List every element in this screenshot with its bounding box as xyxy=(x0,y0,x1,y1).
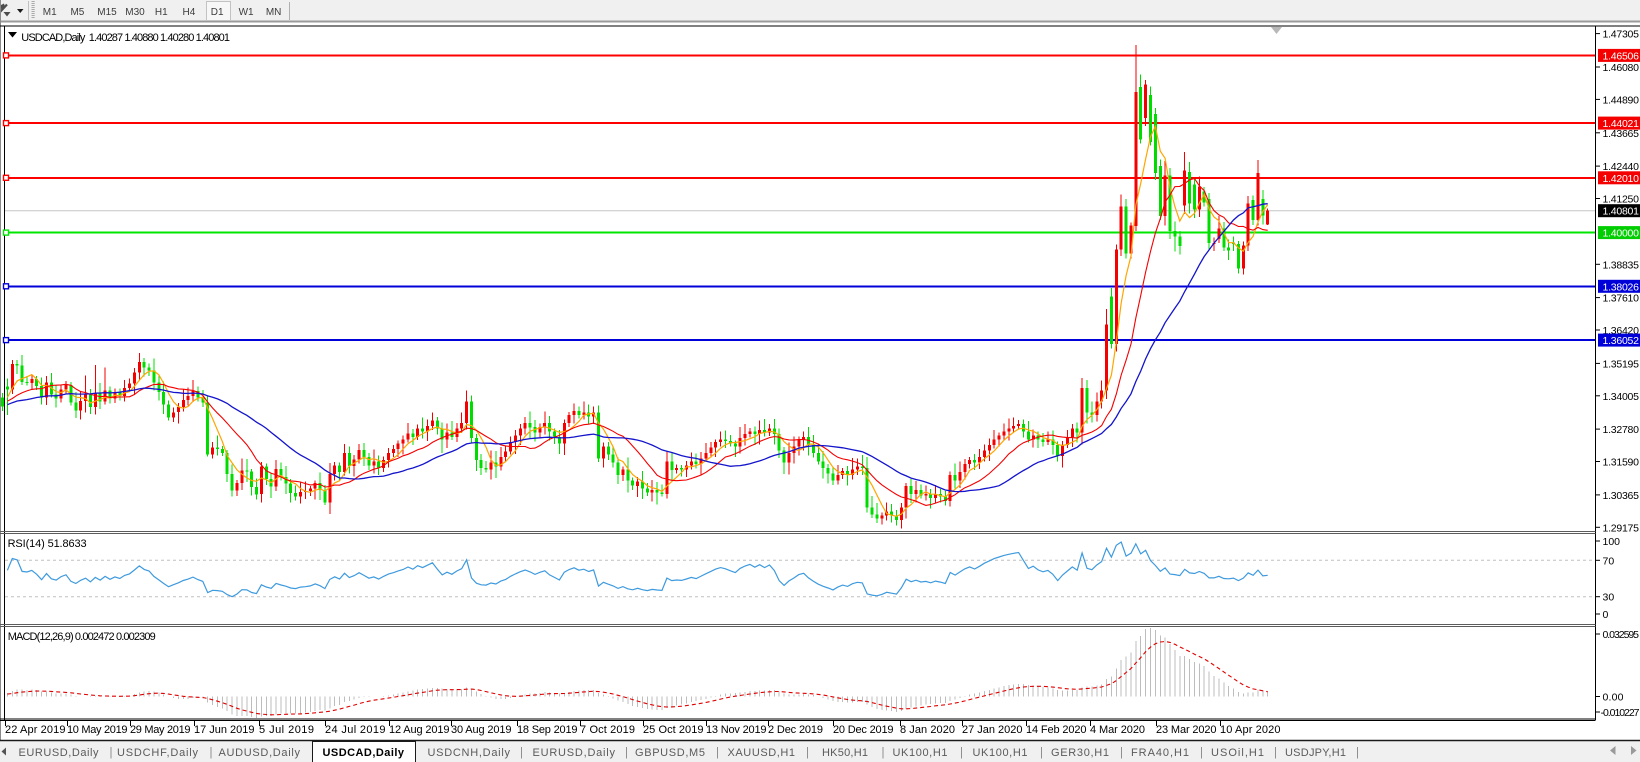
svg-text:1.38026: 1.38026 xyxy=(1603,281,1640,293)
svg-text:1.29175: 1.29175 xyxy=(1603,522,1640,534)
svg-text:|: | xyxy=(1356,747,1359,759)
svg-text:RSI(14) 51.8633: RSI(14) 51.8633 xyxy=(8,538,87,550)
svg-text:|: | xyxy=(1040,747,1043,759)
svg-text:1.41250: 1.41250 xyxy=(1603,194,1640,206)
svg-text:4 Mar 2020: 4 Mar 2020 xyxy=(1090,724,1145,736)
svg-text:1.30365: 1.30365 xyxy=(1603,490,1640,502)
svg-text:30 Aug 2019: 30 Aug 2019 xyxy=(451,724,512,736)
svg-text:8 Jan 2020: 8 Jan 2020 xyxy=(900,724,955,736)
svg-text:|: | xyxy=(806,747,809,759)
svg-text:USDCNH,Daily: USDCNH,Daily xyxy=(428,747,511,759)
svg-text:13 Nov 2019: 13 Nov 2019 xyxy=(706,724,767,736)
svg-text:|: | xyxy=(882,747,885,759)
svg-text:|: | xyxy=(210,747,213,759)
svg-text:27 Jan 2020: 27 Jan 2020 xyxy=(962,724,1023,736)
svg-text:UK100,H1: UK100,H1 xyxy=(973,747,1028,759)
svg-text:1.32780: 1.32780 xyxy=(1603,424,1640,436)
svg-text:|: | xyxy=(520,747,523,759)
svg-text:|: | xyxy=(1200,747,1203,759)
svg-text:1.42440: 1.42440 xyxy=(1603,161,1640,173)
svg-text:24 Jul 2019: 24 Jul 2019 xyxy=(325,724,386,736)
svg-text:|: | xyxy=(716,747,719,759)
svg-text:H4: H4 xyxy=(183,7,196,18)
svg-text:GBPUSD,M5: GBPUSD,M5 xyxy=(635,747,705,759)
svg-text:USOil,H1: USOil,H1 xyxy=(1211,747,1264,759)
svg-text:20 Dec 2019: 20 Dec 2019 xyxy=(833,724,894,736)
svg-text:|: | xyxy=(960,747,963,759)
svg-text:18 Sep 2019: 18 Sep 2019 xyxy=(517,724,578,736)
svg-text:1.43665: 1.43665 xyxy=(1603,128,1640,140)
svg-text:100: 100 xyxy=(1603,536,1621,548)
svg-text:1.40801: 1.40801 xyxy=(1603,206,1640,218)
svg-text:0.00: 0.00 xyxy=(1603,692,1624,704)
svg-text:10 Apr 2020: 10 Apr 2020 xyxy=(1220,724,1281,736)
svg-text:0.032595: 0.032595 xyxy=(1603,629,1640,641)
svg-text:M5: M5 xyxy=(70,7,84,18)
svg-text:D1: D1 xyxy=(211,7,224,18)
svg-text:|: | xyxy=(1120,747,1123,759)
svg-text:HK50,H1: HK50,H1 xyxy=(822,747,868,759)
svg-text:1.42010: 1.42010 xyxy=(1603,173,1640,185)
svg-text:MACD(12,26,9) 0.002472 0.00230: MACD(12,26,9) 0.002472 0.002309 xyxy=(8,631,156,643)
svg-text:USDJPY,H1: USDJPY,H1 xyxy=(1285,747,1346,759)
svg-text:H1: H1 xyxy=(155,7,168,18)
svg-text:1.36052: 1.36052 xyxy=(1603,335,1640,347)
svg-text:M1: M1 xyxy=(43,7,57,18)
svg-text:XAUUSD,H1: XAUUSD,H1 xyxy=(728,747,796,759)
svg-text:M15: M15 xyxy=(97,7,117,18)
svg-text:2 Dec 2019: 2 Dec 2019 xyxy=(768,724,823,736)
svg-text:1.44890: 1.44890 xyxy=(1603,94,1640,106)
svg-text:|: | xyxy=(625,747,628,759)
svg-text:1.44021: 1.44021 xyxy=(1603,118,1640,130)
svg-text:MN: MN xyxy=(266,7,282,18)
svg-text:USDCAD,Daily 1.40287 1.40880: USDCAD,Daily 1.40287 1.40880 1.40280 1.4… xyxy=(21,32,230,44)
svg-text:1.38835: 1.38835 xyxy=(1603,259,1640,271)
svg-text:7 Oct 2019: 7 Oct 2019 xyxy=(580,724,635,736)
svg-text:W1: W1 xyxy=(239,7,254,18)
svg-text:|: | xyxy=(110,747,113,759)
svg-text:|: | xyxy=(1274,747,1277,759)
svg-text:EURUSD,Daily: EURUSD,Daily xyxy=(19,747,100,759)
svg-text:25 Oct 2019: 25 Oct 2019 xyxy=(643,724,704,736)
svg-text:23 Mar 2020: 23 Mar 2020 xyxy=(1156,724,1217,736)
svg-text:1.47305: 1.47305 xyxy=(1603,29,1640,41)
svg-text:5 Jul 2019: 5 Jul 2019 xyxy=(259,724,314,736)
svg-text:1.46080: 1.46080 xyxy=(1603,62,1640,74)
svg-text:FRA40,H1: FRA40,H1 xyxy=(1131,747,1189,759)
svg-text:17 Jun 2019: 17 Jun 2019 xyxy=(194,724,255,736)
svg-text:1.46506: 1.46506 xyxy=(1603,50,1640,62)
svg-text:AUDUSD,Daily: AUDUSD,Daily xyxy=(219,747,301,759)
svg-text:1.35195: 1.35195 xyxy=(1603,358,1640,370)
svg-text:29 May 2019: 29 May 2019 xyxy=(130,724,191,736)
svg-text:12 Aug 2019: 12 Aug 2019 xyxy=(389,724,450,736)
svg-text:USDCAD,Daily: USDCAD,Daily xyxy=(323,747,405,759)
svg-text:22 Apr 2019: 22 Apr 2019 xyxy=(5,724,66,736)
svg-text:USDCHF,Daily: USDCHF,Daily xyxy=(117,747,199,759)
svg-text:UK100,H1: UK100,H1 xyxy=(893,747,948,759)
svg-text:GER30,H1: GER30,H1 xyxy=(1051,747,1109,759)
svg-text:1.40000: 1.40000 xyxy=(1603,228,1640,240)
svg-text:1.31590: 1.31590 xyxy=(1603,457,1640,469)
svg-text:EURUSD,Daily: EURUSD,Daily xyxy=(533,747,616,759)
svg-text:1.37610: 1.37610 xyxy=(1603,293,1640,305)
svg-text:1.34005: 1.34005 xyxy=(1603,391,1640,403)
svg-text:M30: M30 xyxy=(125,7,145,18)
svg-text:-0.010227: -0.010227 xyxy=(1601,707,1640,719)
svg-text:10 May 2019: 10 May 2019 xyxy=(67,724,128,736)
svg-text:30: 30 xyxy=(1603,592,1615,604)
svg-text:70: 70 xyxy=(1603,555,1615,567)
svg-text:14 Feb 2020: 14 Feb 2020 xyxy=(1026,724,1087,736)
svg-text:0: 0 xyxy=(1603,609,1609,621)
